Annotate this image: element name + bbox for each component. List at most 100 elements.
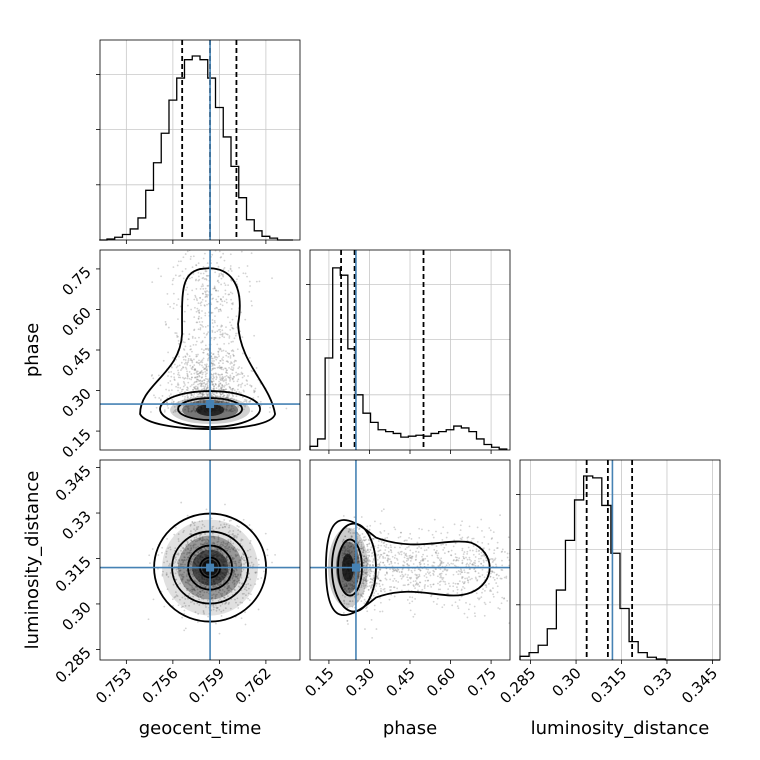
sample-point (450, 549, 453, 552)
sample-point (405, 555, 408, 558)
sample-point (207, 294, 209, 296)
sample-point (190, 348, 192, 351)
sample-point (271, 561, 273, 564)
sample-point (230, 388, 232, 391)
sample-point (361, 582, 364, 584)
sample-point (433, 570, 436, 573)
sample-point (180, 606, 183, 609)
sample-point (178, 275, 181, 278)
sample-point (232, 395, 234, 398)
sample-point (193, 579, 196, 582)
sample-point (216, 399, 219, 402)
sample-point (183, 609, 186, 612)
sample-point (173, 376, 176, 379)
sample-point (149, 562, 151, 565)
sample-point (356, 580, 359, 582)
sample-point (217, 374, 220, 376)
sample-point (178, 570, 181, 572)
sample-point (184, 359, 187, 361)
sample-point (232, 548, 235, 551)
sample-point (439, 559, 442, 562)
sample-point (433, 548, 436, 551)
sample-point (396, 568, 399, 571)
sample-point (368, 554, 370, 557)
sample-point (215, 375, 218, 378)
sample-point (205, 538, 208, 541)
sample-point (191, 394, 193, 397)
sample-point (466, 571, 469, 574)
sample-point (229, 397, 232, 400)
sample-point (202, 292, 204, 295)
sample-point (455, 559, 457, 562)
sample-point (210, 394, 213, 397)
sample-point (218, 383, 220, 386)
sample-point (235, 360, 237, 362)
sample-point (349, 542, 351, 545)
sample-point (177, 386, 179, 389)
sample-point (169, 572, 172, 574)
sample-point (198, 380, 200, 382)
sample-point (379, 530, 382, 533)
sample-point (378, 583, 381, 585)
sample-point (173, 596, 176, 599)
sample-point (373, 608, 376, 611)
sample-point (371, 581, 374, 584)
sample-point (200, 533, 203, 536)
sample-point (205, 606, 207, 608)
sample-point (193, 588, 196, 591)
sample-point (206, 385, 209, 388)
sample-point (213, 364, 216, 367)
sample-point (440, 532, 443, 535)
sample-point (401, 568, 404, 571)
sample-point (177, 318, 179, 321)
sample-point (353, 558, 356, 560)
sample-point (476, 579, 479, 581)
sample-point (501, 569, 504, 571)
sample-point (188, 551, 191, 554)
sample-point (200, 385, 203, 388)
sample-point (365, 571, 367, 574)
sample-point (201, 543, 204, 546)
sample-point (183, 320, 185, 323)
sample-point (423, 574, 426, 577)
sample-point (470, 577, 473, 580)
sample-point (183, 558, 186, 561)
sample-point (467, 536, 470, 538)
sample-point (216, 607, 219, 609)
sample-point (343, 588, 346, 591)
sample-point (358, 560, 361, 563)
sample-point (241, 396, 244, 399)
sample-point (238, 366, 241, 368)
sample-point (228, 335, 231, 338)
sample-point (503, 576, 506, 579)
sample-point (190, 560, 192, 563)
sample-point (181, 559, 184, 561)
sample-point (215, 606, 218, 609)
sample-point (216, 541, 219, 544)
sample-point (471, 563, 474, 565)
sample-point (415, 554, 418, 557)
sample-point (449, 585, 451, 588)
sample-point (240, 617, 243, 620)
sample-point (345, 583, 348, 586)
sample-point (363, 571, 366, 574)
sample-point (197, 279, 200, 282)
sample-point (365, 580, 367, 583)
sample-point (423, 585, 426, 588)
sample-point (197, 372, 200, 375)
sample-point (494, 557, 497, 560)
sample-point (369, 548, 372, 551)
sample-point (206, 395, 209, 397)
sample-point (211, 331, 214, 333)
sample-point (189, 589, 192, 592)
sample-point (216, 547, 219, 550)
sample-point (370, 577, 372, 580)
sample-point (477, 572, 480, 575)
sample-point (377, 578, 380, 580)
sample-point (225, 400, 228, 403)
sample-point (387, 554, 390, 557)
sample-point (271, 277, 273, 280)
sample-point (347, 583, 350, 585)
sample-point (197, 400, 200, 403)
sample-point (199, 537, 202, 540)
